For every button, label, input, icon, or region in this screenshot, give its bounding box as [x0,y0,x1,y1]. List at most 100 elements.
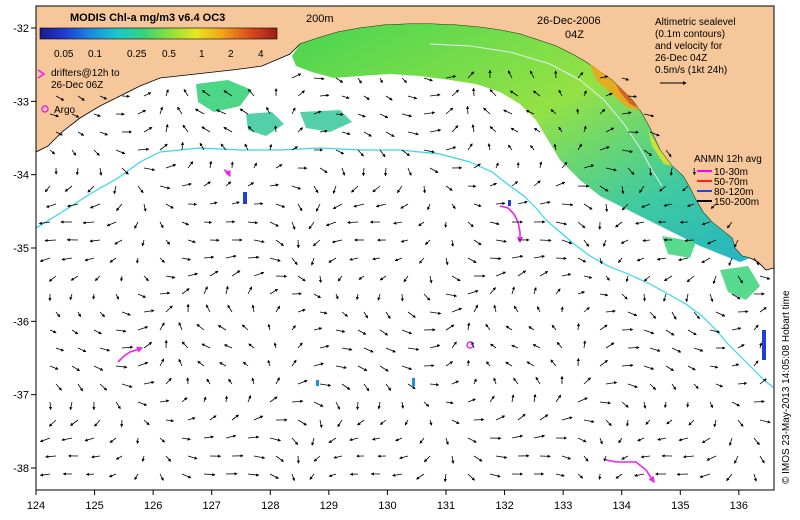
velocity-arrow [487,143,491,151]
velocity-arrow [583,377,591,385]
velocity-arrow [577,397,588,403]
velocity-arrow [203,220,213,224]
velocity-arrow [451,89,460,97]
colorbar-tick: 1 [199,49,205,60]
velocity-arrow [583,455,589,462]
velocity-arrow [445,437,449,446]
velocity-arrow [539,161,543,169]
velocity-arrow [511,286,515,295]
velocity-arrow [495,162,499,169]
velocity-arrow [181,257,192,261]
velocity-arrow [206,378,211,385]
velocity-arrow [357,329,367,335]
velocity-arrow [443,473,447,483]
velocity-arrow [618,257,623,264]
velocity-arrow [269,257,281,262]
x-tick-label: 130 [378,500,396,512]
velocity-arrow [332,185,337,194]
velocity-arrow [511,434,524,439]
velocity-arrow [209,160,213,169]
drifter-tracks [117,169,655,484]
colorbar [39,27,278,40]
velocity-arrow [357,77,362,84]
velocity-arrow [194,108,205,115]
velocity-arrow [445,185,453,191]
velocity-arrow [615,473,623,479]
chlorophyll-shelf [292,24,750,262]
velocity-arrow [686,275,695,283]
velocity-arrow [539,238,552,242]
velocity-arrow [165,123,169,133]
velocity-arrow [115,293,119,300]
velocity-arrow [109,437,117,443]
velocity-arrow [311,437,315,446]
isobath-label: 200m [306,13,334,25]
velocity-arrow [659,185,667,192]
velocity-arrow [313,293,322,299]
velocity-arrow [227,304,233,313]
velocity-arrow [495,455,508,459]
velocity-arrow [599,437,603,445]
velocity-arrow [419,437,425,444]
velocity-arrow [385,347,396,353]
velocity-arrow [713,419,717,428]
velocity-arrow [678,257,689,262]
velocity-arrow [223,344,233,349]
velocity-arrow [605,381,618,385]
velocity-arrow [113,185,117,195]
velocity-arrow [665,329,675,336]
y-tick-label: -36 [13,316,29,328]
velocity-arrow [347,220,359,225]
velocity-arrow [511,394,515,403]
velocity-arrow [753,360,759,367]
velocity-arrow [379,113,389,118]
velocity-arrow [308,221,315,230]
velocity-arrow [535,376,541,385]
velocity-arrow [267,323,271,331]
velocity-arrow [379,149,386,158]
velocity-arrow [357,419,365,426]
velocity-arrow [319,93,330,98]
velocity-arrow [379,77,383,84]
velocity-arrow [121,383,133,388]
velocity-arrow [649,131,660,137]
velocity-arrow [379,329,389,336]
colorbar-title: MODIS Chl-a mg/m3 v6.4 OC3 [70,12,225,24]
velocity-arrow [620,239,629,244]
velocity-arrow [181,288,190,295]
velocity-arrow [561,161,568,169]
velocity-arrow [313,401,324,407]
velocity-arrow [649,347,661,352]
velocity-arrow [715,311,726,317]
velocity-arrow [114,239,123,245]
velocity-arrow [121,345,134,349]
velocity-arrow [429,344,441,349]
velocity-arrow [121,167,129,175]
velocity-arrow [187,161,194,169]
velocity-arrow [577,72,584,79]
velocity-arrow [603,455,607,462]
velocity-arrow [71,113,80,118]
velocity-arrow [93,149,100,156]
velocity-arrow [401,365,413,370]
velocity-arrow [618,437,623,444]
colorbar-tick: 0.1 [88,49,102,60]
velocity-arrow [513,305,519,313]
velocity-arrow [493,377,497,385]
velocity-arrow [349,437,359,442]
x-tick-label: 126 [144,500,162,512]
velocity-arrow [291,185,302,190]
velocity-arrow [445,257,449,266]
velocity-arrow [335,112,344,116]
velocity-arrow [671,311,677,320]
velocity-arrow [84,257,95,262]
velocity-arrow [297,90,305,97]
velocity-arrow [341,383,351,390]
velocity-arrow [407,95,418,100]
velocity-arrow [489,287,496,295]
x-tick-label: 128 [261,500,279,512]
velocity-arrow [649,167,653,177]
velocity-arrow [495,415,506,421]
velocity-arrow [316,203,321,212]
